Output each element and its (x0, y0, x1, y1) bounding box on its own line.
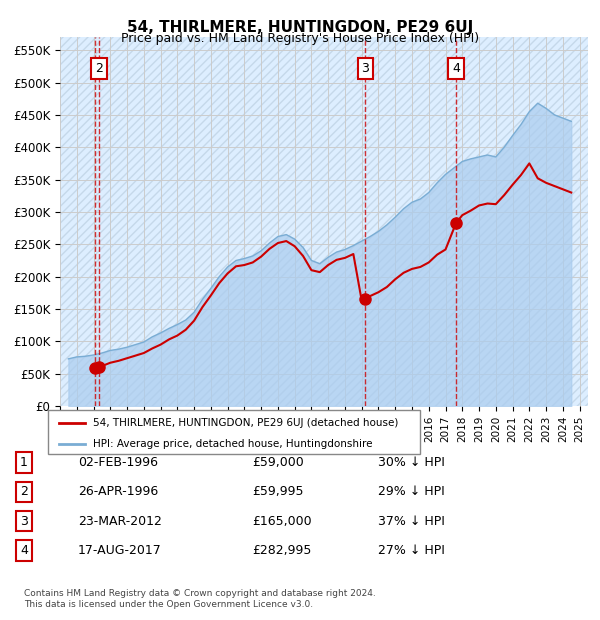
Text: 30% ↓ HPI: 30% ↓ HPI (378, 456, 445, 469)
Text: £59,000: £59,000 (252, 456, 304, 469)
Text: £165,000: £165,000 (252, 515, 311, 528)
Text: 3: 3 (20, 515, 28, 528)
Text: 2: 2 (20, 485, 28, 498)
Text: £59,995: £59,995 (252, 485, 304, 498)
Text: 26-APR-1996: 26-APR-1996 (78, 485, 158, 498)
Text: 29% ↓ HPI: 29% ↓ HPI (378, 485, 445, 498)
Text: 17-AUG-2017: 17-AUG-2017 (78, 544, 162, 557)
Text: Contains HM Land Registry data © Crown copyright and database right 2024.
This d: Contains HM Land Registry data © Crown c… (24, 590, 376, 609)
Text: 4: 4 (452, 62, 460, 75)
Text: 23-MAR-2012: 23-MAR-2012 (78, 515, 162, 528)
Text: 2: 2 (95, 62, 103, 75)
Text: 3: 3 (361, 62, 370, 75)
Text: 4: 4 (20, 544, 28, 557)
Text: HPI: Average price, detached house, Huntingdonshire: HPI: Average price, detached house, Hunt… (92, 440, 372, 450)
Text: 54, THIRLMERE, HUNTINGDON, PE29 6UJ (detached house): 54, THIRLMERE, HUNTINGDON, PE29 6UJ (det… (92, 418, 398, 428)
Text: 02-FEB-1996: 02-FEB-1996 (78, 456, 158, 469)
Text: 37% ↓ HPI: 37% ↓ HPI (378, 515, 445, 528)
Text: 1: 1 (20, 456, 28, 469)
Text: £282,995: £282,995 (252, 544, 311, 557)
Text: 54, THIRLMERE, HUNTINGDON, PE29 6UJ: 54, THIRLMERE, HUNTINGDON, PE29 6UJ (127, 20, 473, 35)
Text: Price paid vs. HM Land Registry's House Price Index (HPI): Price paid vs. HM Land Registry's House … (121, 32, 479, 45)
FancyBboxPatch shape (48, 410, 420, 454)
Text: 27% ↓ HPI: 27% ↓ HPI (378, 544, 445, 557)
